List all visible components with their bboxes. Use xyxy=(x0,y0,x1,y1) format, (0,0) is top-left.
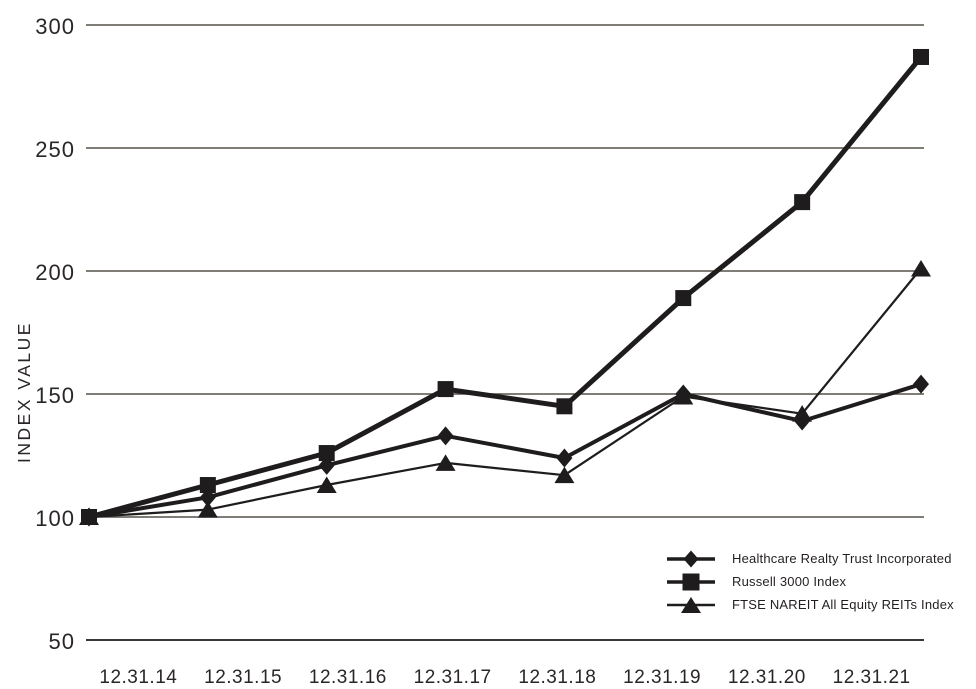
y-tick-label-300: 300 xyxy=(35,14,75,39)
x-tick-label-1: 12.31.15 xyxy=(204,667,282,688)
triangle-marker-icon xyxy=(667,596,715,613)
y-tick-label-200: 200 xyxy=(35,260,75,285)
y-tick-label-100: 100 xyxy=(35,506,75,531)
legend-label-healthcare-realty: Healthcare Realty Trust Incorporated xyxy=(732,551,952,566)
square-marker-russell-3000-index-2 xyxy=(318,445,335,462)
x-tick-label-6: 12.31.20 xyxy=(728,667,806,688)
y-axis-title: INDEX VALUE xyxy=(14,321,34,463)
x-tick-label-3: 12.31.17 xyxy=(414,667,492,688)
y-tick-label-150: 150 xyxy=(35,383,75,408)
series-line-russell-3000-index xyxy=(86,54,924,520)
square-marker-russell-3000-index-3 xyxy=(437,381,454,398)
x-tick-label-0: 12.31.14 xyxy=(99,667,177,688)
triangle-marker-ftse-nareit-all-equity-reits-index-7 xyxy=(911,260,931,277)
x-tick-label-4: 12.31.18 xyxy=(518,667,596,688)
triangle-marker-ftse-nareit-all-equity-reits-index-1 xyxy=(197,501,218,518)
triangle-marker-ftse-nareit-all-equity-reits-index-4 xyxy=(554,466,575,484)
square-marker-icon xyxy=(667,573,715,590)
y-tick-label-50: 50 xyxy=(49,629,75,654)
series-line-healthcare-realty-trust-incorporated xyxy=(87,382,923,519)
legend-item-ftse-nareit: FTSE NAREIT All Equity REITs Index xyxy=(664,593,954,616)
diamond-marker-healthcare-realty-trust-incorporated-7 xyxy=(913,374,929,394)
x-tick-label-2: 12.31.16 xyxy=(309,667,387,688)
square-marker-russell-3000-index-6 xyxy=(794,194,811,211)
diamond-marker-icon xyxy=(667,550,715,567)
square-marker-russell-3000-index-0 xyxy=(81,509,97,525)
x-tick-label-5: 12.31.19 xyxy=(623,667,701,688)
diamond-marker-healthcare-realty-trust-incorporated-4 xyxy=(556,448,573,468)
legend-label-ftse-nareit: FTSE NAREIT All Equity REITs Index xyxy=(732,597,954,612)
x-tick-label-7: 12.31.21 xyxy=(833,667,911,688)
legend-item-russell-3000: Russell 3000 Index xyxy=(664,570,954,593)
y-tick-label-250: 250 xyxy=(35,137,75,162)
triangle-marker-ftse-nareit-all-equity-reits-index-3 xyxy=(435,454,456,471)
series-line-ftse-nareit-all-equity-reits-index xyxy=(87,267,923,519)
chart-legend: Healthcare Realty Trust Incorporated Rus… xyxy=(664,547,954,616)
diamond-marker-healthcare-realty-trust-incorporated-3 xyxy=(437,426,454,446)
diamond-marker-healthcare-realty-trust-incorporated-5 xyxy=(675,384,692,404)
diamond-marker-healthcare-realty-trust-incorporated-6 xyxy=(794,411,811,431)
square-marker-russell-3000-index-1 xyxy=(199,477,216,494)
square-marker-russell-3000-index-5 xyxy=(675,290,692,307)
square-marker-russell-3000-index-7 xyxy=(913,48,929,65)
legend-label-russell-3000: Russell 3000 Index xyxy=(732,574,847,589)
legend-item-healthcare-realty: Healthcare Realty Trust Incorporated xyxy=(664,547,954,570)
triangle-marker-ftse-nareit-all-equity-reits-index-2 xyxy=(316,476,337,494)
square-marker-russell-3000-index-4 xyxy=(556,398,573,415)
